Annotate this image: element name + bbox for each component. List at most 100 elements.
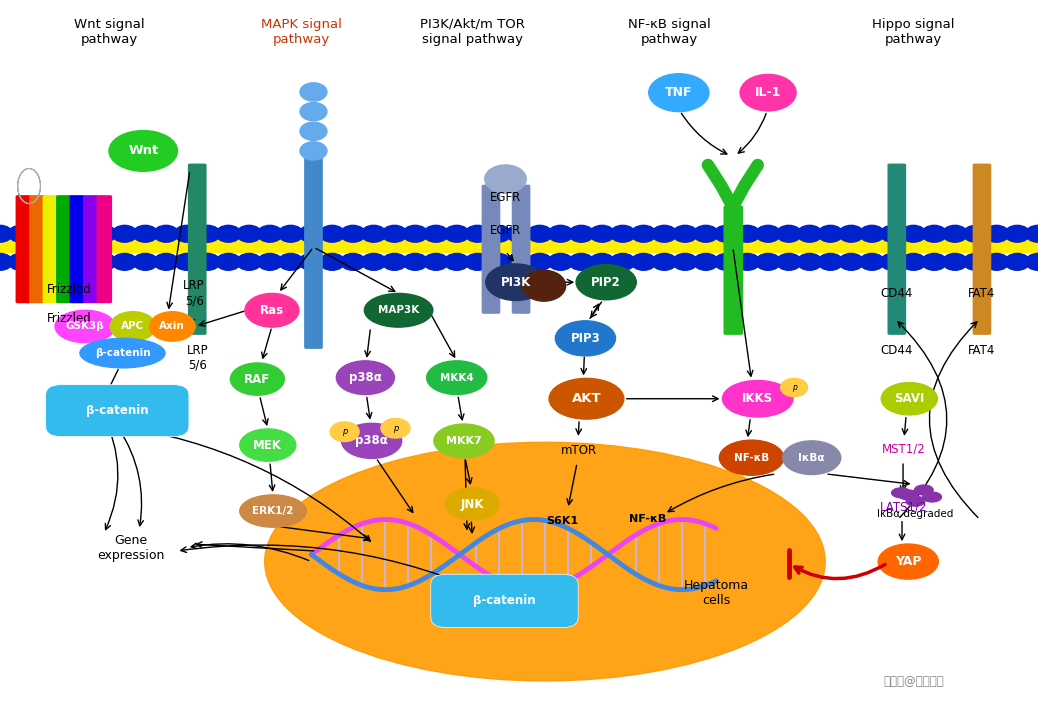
Circle shape	[756, 225, 781, 242]
Circle shape	[300, 122, 327, 140]
Circle shape	[361, 225, 386, 242]
Circle shape	[195, 253, 220, 270]
Circle shape	[91, 253, 116, 270]
Ellipse shape	[549, 378, 624, 419]
Ellipse shape	[336, 361, 394, 395]
Circle shape	[527, 253, 552, 270]
Text: S6K1: S6K1	[547, 516, 578, 526]
Text: Frizzled: Frizzled	[47, 312, 92, 326]
Text: FAT4: FAT4	[968, 344, 995, 357]
Circle shape	[112, 225, 137, 242]
Text: p38α: p38α	[349, 371, 382, 384]
Ellipse shape	[230, 363, 284, 395]
Circle shape	[300, 83, 327, 101]
Ellipse shape	[240, 429, 296, 461]
Circle shape	[403, 225, 428, 242]
Text: GSK3β: GSK3β	[65, 322, 105, 331]
Text: YAP: YAP	[895, 555, 922, 568]
Ellipse shape	[881, 383, 937, 415]
Text: PIP3: PIP3	[571, 332, 600, 345]
Circle shape	[714, 225, 739, 242]
FancyBboxPatch shape	[16, 195, 31, 303]
Text: MKK7: MKK7	[446, 436, 482, 446]
Circle shape	[673, 253, 698, 270]
Circle shape	[257, 225, 282, 242]
Circle shape	[776, 225, 801, 242]
Circle shape	[299, 253, 324, 270]
Text: MAPK signal
pathway: MAPK signal pathway	[261, 18, 342, 46]
Circle shape	[984, 225, 1009, 242]
Ellipse shape	[109, 131, 177, 171]
Circle shape	[237, 253, 262, 270]
Circle shape	[485, 165, 526, 193]
Text: p38α: p38α	[355, 435, 388, 447]
Ellipse shape	[149, 312, 195, 341]
Circle shape	[735, 225, 760, 242]
Circle shape	[901, 253, 926, 270]
Circle shape	[71, 225, 95, 242]
Circle shape	[8, 225, 33, 242]
Ellipse shape	[878, 544, 938, 579]
Ellipse shape	[342, 423, 402, 458]
Ellipse shape	[899, 490, 918, 500]
Ellipse shape	[740, 74, 796, 111]
Text: LRP
5/6: LRP 5/6	[184, 279, 204, 307]
Text: MKK4: MKK4	[440, 373, 473, 383]
Text: p: p	[792, 383, 796, 392]
Circle shape	[963, 253, 988, 270]
Circle shape	[527, 225, 552, 242]
Circle shape	[943, 225, 967, 242]
Ellipse shape	[80, 338, 165, 368]
Text: Axin: Axin	[160, 322, 185, 331]
Ellipse shape	[522, 270, 566, 301]
Circle shape	[818, 253, 843, 270]
Circle shape	[963, 225, 988, 242]
Circle shape	[693, 225, 718, 242]
Circle shape	[154, 225, 179, 242]
Circle shape	[880, 225, 905, 242]
Text: p: p	[342, 428, 348, 436]
Circle shape	[174, 225, 199, 242]
Ellipse shape	[240, 495, 306, 527]
Text: PI3K: PI3K	[500, 276, 531, 289]
Circle shape	[444, 225, 469, 242]
Circle shape	[590, 225, 614, 242]
FancyBboxPatch shape	[70, 195, 85, 303]
Ellipse shape	[110, 312, 156, 341]
Circle shape	[112, 253, 137, 270]
Text: mTOR: mTOR	[562, 444, 597, 457]
Text: p: p	[392, 424, 399, 432]
Ellipse shape	[906, 496, 925, 506]
Text: ERK1/2: ERK1/2	[252, 506, 294, 516]
Circle shape	[0, 253, 12, 270]
Circle shape	[1005, 225, 1030, 242]
Text: CD44: CD44	[880, 287, 913, 300]
Circle shape	[300, 142, 327, 160]
Ellipse shape	[914, 485, 933, 495]
Circle shape	[50, 253, 75, 270]
Circle shape	[486, 253, 511, 270]
Ellipse shape	[364, 293, 433, 327]
Text: IL-1: IL-1	[755, 86, 782, 99]
Circle shape	[610, 253, 635, 270]
Text: JNK: JNK	[461, 498, 484, 510]
FancyBboxPatch shape	[29, 195, 45, 303]
Circle shape	[154, 253, 179, 270]
Text: 搜狐号@阙然医学: 搜狐号@阙然医学	[883, 675, 944, 688]
Circle shape	[673, 225, 698, 242]
Circle shape	[590, 253, 614, 270]
FancyBboxPatch shape	[46, 385, 189, 437]
Circle shape	[361, 253, 386, 270]
Circle shape	[382, 253, 407, 270]
Circle shape	[1026, 225, 1038, 242]
Circle shape	[714, 253, 739, 270]
Circle shape	[320, 253, 345, 270]
FancyBboxPatch shape	[56, 195, 72, 303]
Circle shape	[300, 102, 327, 121]
Circle shape	[133, 253, 158, 270]
Text: β-catenin: β-catenin	[94, 348, 151, 358]
Circle shape	[756, 253, 781, 270]
Text: NF-κB: NF-κB	[629, 515, 666, 524]
FancyBboxPatch shape	[304, 157, 323, 349]
Circle shape	[735, 253, 760, 270]
